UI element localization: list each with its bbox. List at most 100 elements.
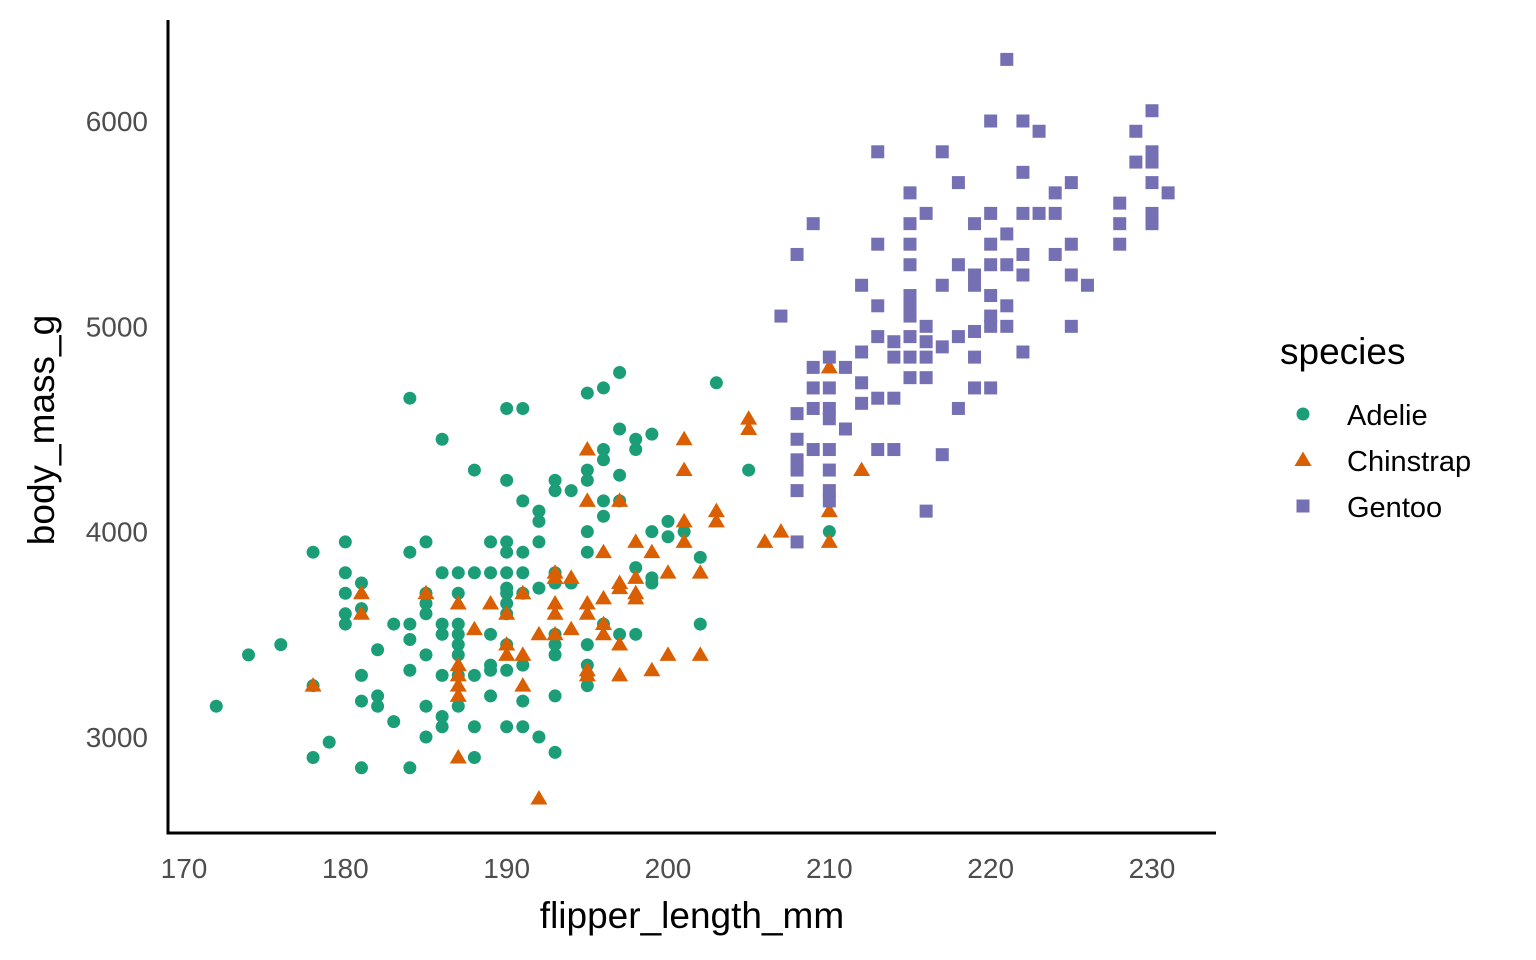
point-gentoo [1145,217,1159,231]
point-adelie [613,422,627,436]
point-gentoo [871,443,885,457]
point-gentoo [822,350,836,364]
point-chinstrap [578,605,596,620]
point-adelie [354,576,368,590]
point-adelie [500,473,514,487]
point-adelie [548,484,562,498]
point-adelie [580,679,594,693]
point-adelie [387,617,401,631]
point-gentoo [871,299,885,313]
point-adelie [338,566,352,580]
point-adelie [371,643,385,657]
point-adelie [484,627,498,641]
point-adelie [645,427,659,441]
point-gentoo [984,319,998,333]
point-chinstrap [514,584,532,600]
point-chinstrap [627,569,645,584]
point-gentoo [935,278,949,292]
point-gentoo [919,350,933,364]
point-adelie [580,638,594,652]
point-adelie [613,366,627,380]
point-gentoo [822,401,836,415]
point-adelie [580,386,594,400]
point-chinstrap [675,430,693,446]
point-chinstrap [820,358,838,374]
point-gentoo [822,494,836,508]
point-adelie [613,468,627,482]
x-tick-label: 200 [645,853,692,884]
point-chinstrap [498,605,516,620]
point-adelie [516,658,530,672]
point-chinstrap [417,584,435,600]
point-chinstrap [530,790,548,805]
point-adelie [516,545,530,559]
point-gentoo [1032,124,1046,138]
x-tick-label: 190 [483,853,530,884]
point-adelie [500,566,514,580]
point-adelie [435,432,449,446]
point-chinstrap [578,666,596,682]
point-chinstrap [611,579,629,595]
point-gentoo [968,268,982,282]
point-chinstrap [627,533,645,548]
point-adelie [580,473,594,487]
x-tick-labels: 170 180 190 200 210 220 230 [161,853,1176,884]
point-chinstrap [498,636,516,651]
point-gentoo [903,330,917,344]
point-adelie [451,617,465,631]
point-gentoo [1000,319,1014,333]
point-gentoo [1016,247,1030,261]
point-chinstrap [691,564,709,579]
point-gentoo [790,432,804,446]
y-tick-label: 5000 [86,311,148,342]
point-adelie [580,525,594,539]
point-adelie [435,720,449,734]
point-adelie [693,617,707,631]
point-chinstrap [820,533,838,548]
point-adelie [435,627,449,641]
point-chinstrap [627,589,645,605]
point-gentoo [919,371,933,385]
point-adelie [532,504,546,518]
y-tick-label: 6000 [86,106,148,137]
point-adelie [500,535,514,549]
point-gentoo [1080,278,1094,292]
point-adelie [419,607,433,621]
point-gentoo [968,217,982,231]
point-adelie [742,463,756,477]
point-adelie [338,535,352,549]
point-gentoo [903,309,917,323]
point-gentoo [903,217,917,231]
point-adelie [629,627,643,641]
point-gentoo [1145,145,1159,159]
legend-label: Gentoo [1347,492,1442,524]
point-adelie [629,443,643,457]
point-adelie [548,638,562,652]
point-adelie [322,735,336,749]
point-adelie [516,720,530,734]
point-adelie [596,453,610,467]
point-adelie [645,576,659,590]
point-adelie [403,632,417,646]
y-tick-label: 3000 [86,722,148,753]
point-chinstrap [449,677,467,692]
point-gentoo [1113,196,1127,210]
point-adelie [500,545,514,559]
point-gentoo [822,381,836,395]
legend-title: species [1280,331,1405,372]
point-chinstrap [352,605,370,620]
point-gentoo [1129,124,1143,138]
point-chinstrap [578,492,596,507]
point-gentoo [1064,268,1078,282]
legend-triangle-icon [1294,451,1312,466]
point-chinstrap [643,661,661,677]
point-gentoo [838,422,852,436]
point-chinstrap [594,589,612,605]
point-gentoo [1016,268,1030,282]
point-adelie [371,689,385,703]
point-adelie [451,699,465,713]
point-adelie [629,432,643,446]
point-adelie [435,566,449,580]
point-gentoo [1113,217,1127,231]
point-gentoo [984,258,998,272]
